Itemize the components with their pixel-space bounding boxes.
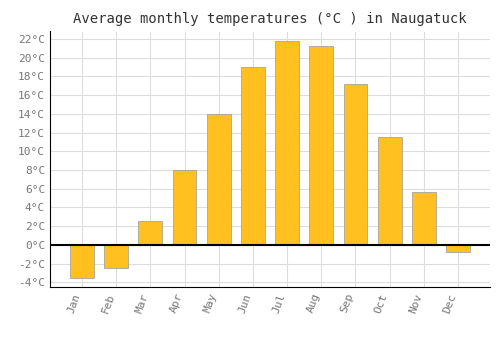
- Bar: [344, 84, 367, 245]
- Bar: [412, 191, 436, 245]
- Bar: [275, 41, 299, 245]
- Bar: [104, 245, 128, 268]
- Bar: [207, 114, 231, 245]
- Bar: [70, 245, 94, 278]
- Bar: [446, 245, 470, 252]
- Bar: [172, 170, 197, 245]
- Bar: [138, 222, 162, 245]
- Bar: [241, 67, 265, 245]
- Title: Average monthly temperatures (°C ) in Naugatuck: Average monthly temperatures (°C ) in Na…: [73, 12, 467, 26]
- Bar: [310, 47, 333, 245]
- Bar: [378, 137, 402, 245]
